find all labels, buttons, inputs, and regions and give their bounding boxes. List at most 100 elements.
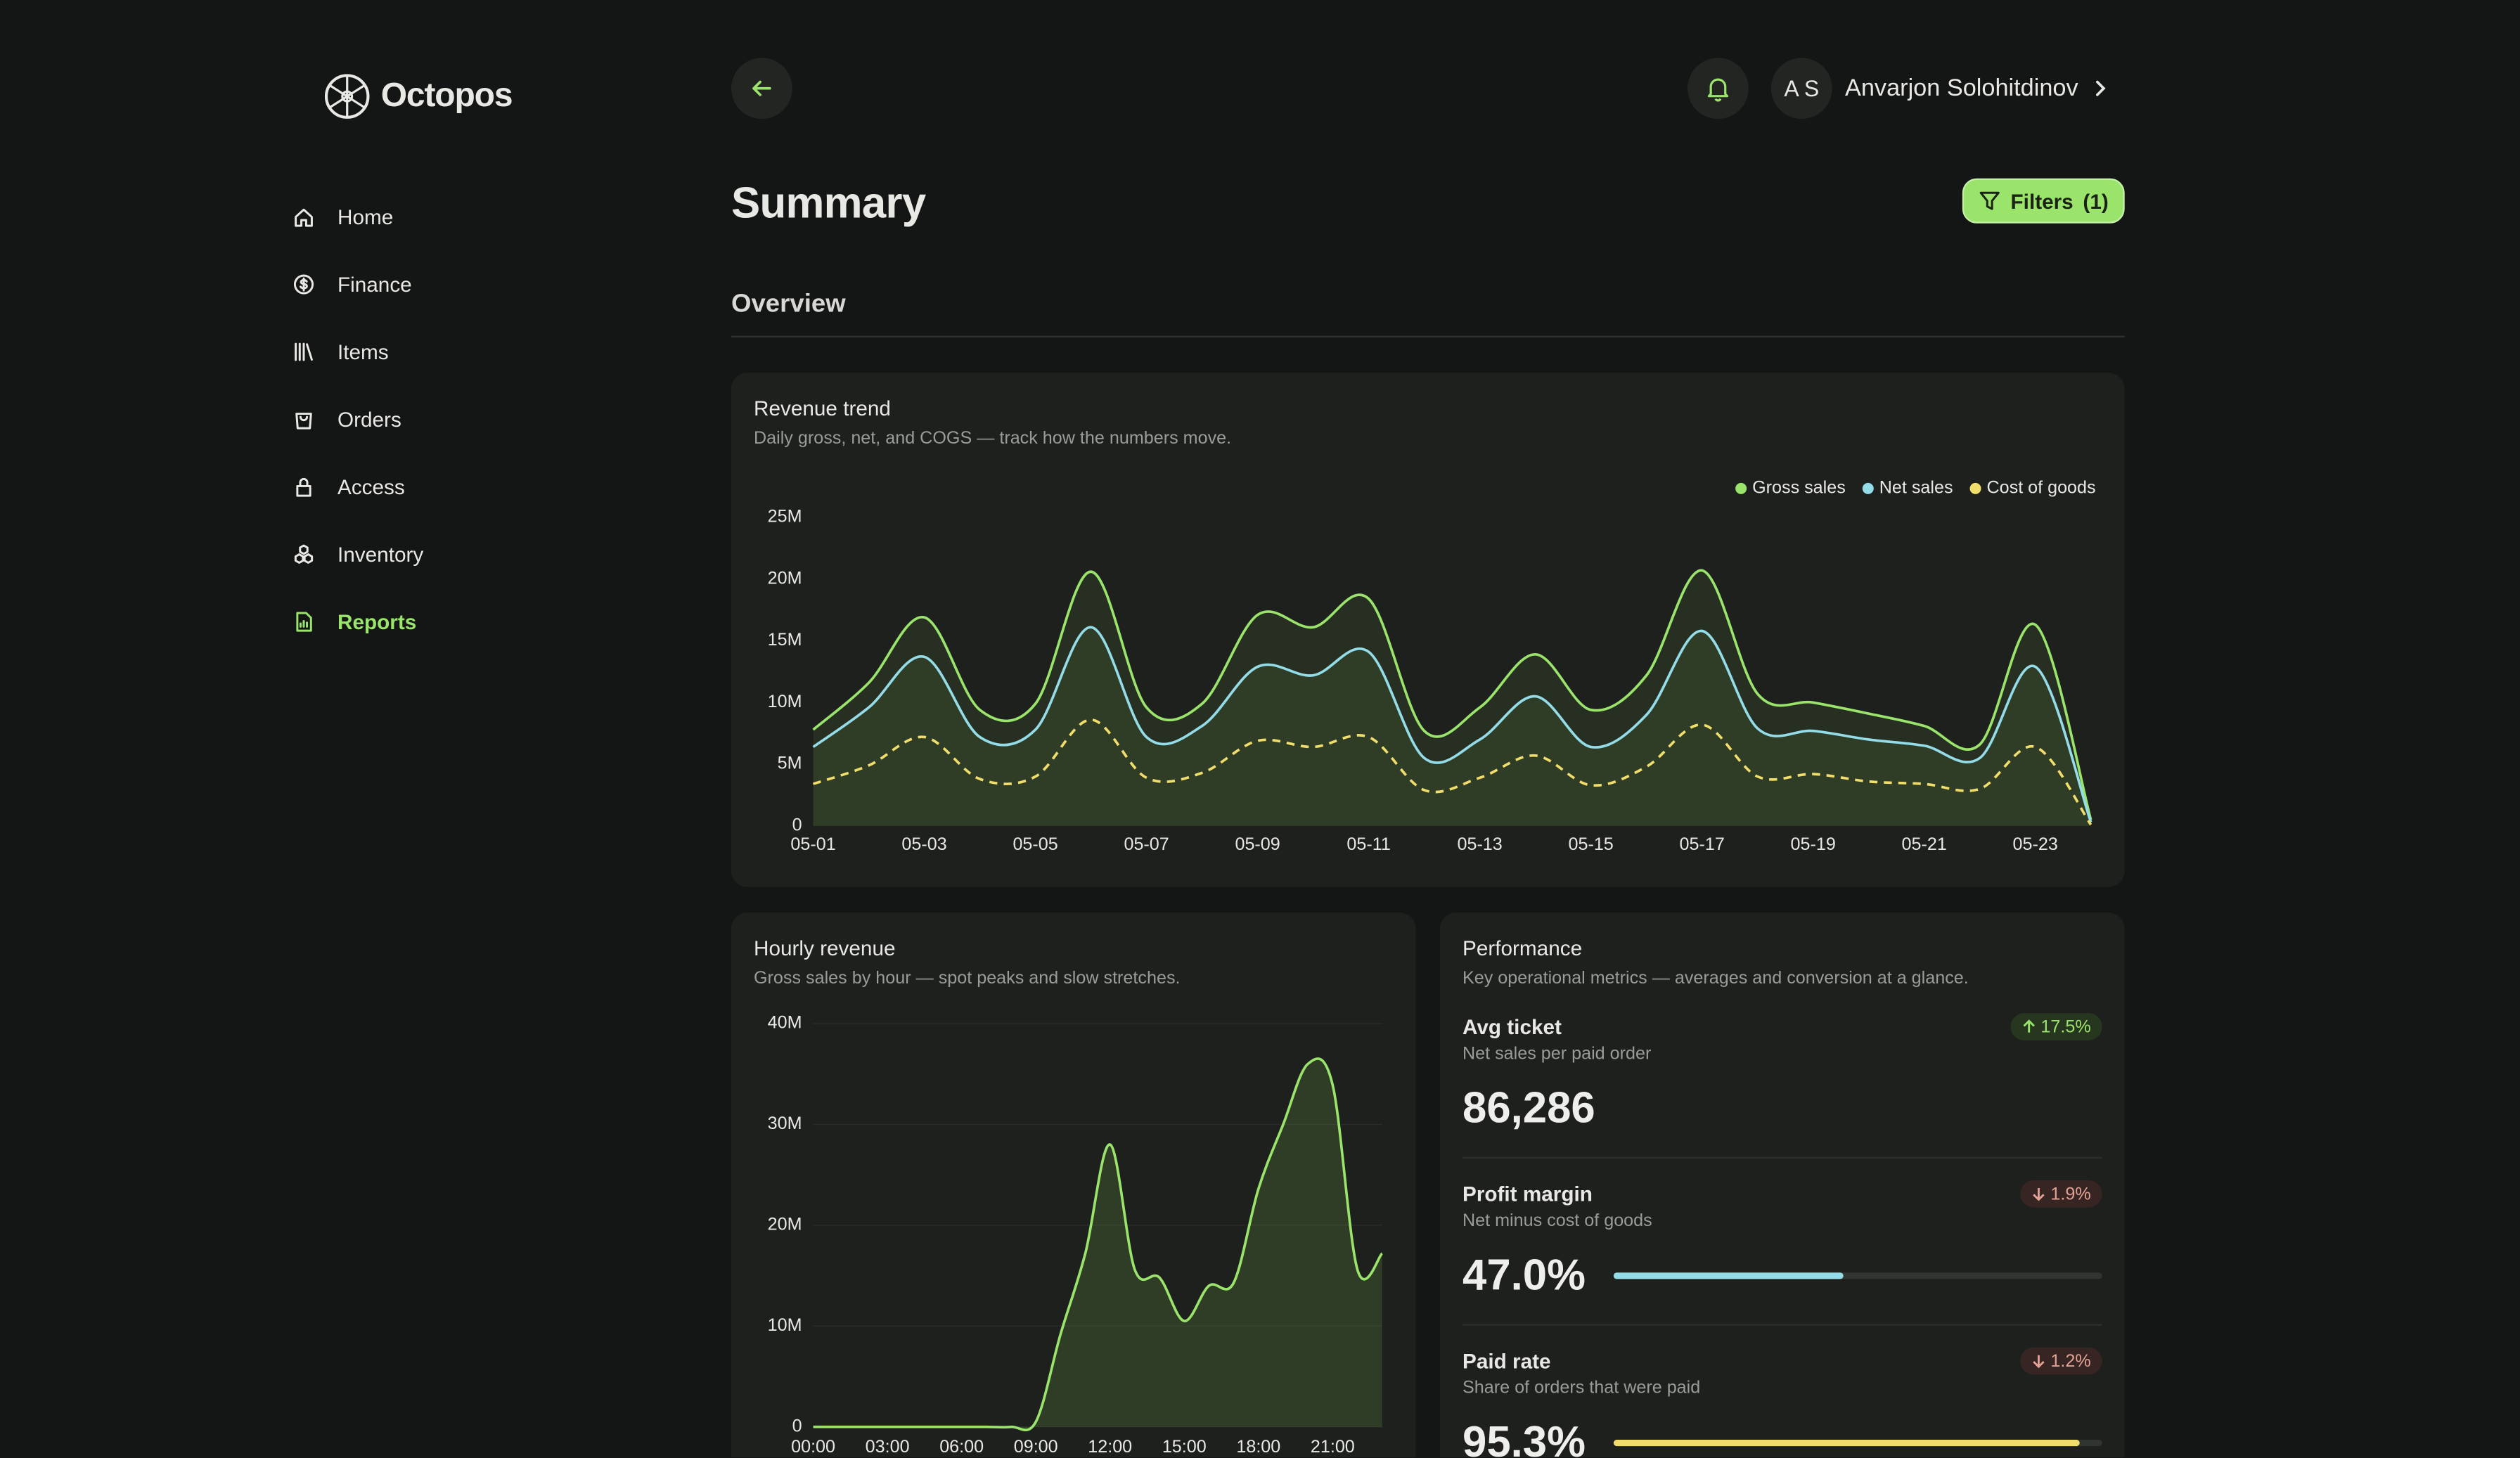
card-title: Hourly revenue xyxy=(753,936,896,960)
performance-card xyxy=(1439,912,2125,1458)
x-tick-label: 09:00 xyxy=(1014,1437,1058,1457)
icon-shape xyxy=(293,274,314,295)
nav-item[interactable]: Finance xyxy=(337,272,412,297)
area xyxy=(813,1058,1382,1431)
nav-item[interactable]: Reports xyxy=(337,609,417,634)
legend-swatch xyxy=(1862,482,1874,494)
change-badge: 1.2% xyxy=(2019,1347,2102,1375)
change-label: 1.9% xyxy=(2050,1184,2091,1204)
nav-icon[interactable] xyxy=(291,339,317,365)
filters-label: Filters xyxy=(2010,188,2074,213)
progress-track xyxy=(1613,1439,2102,1447)
revenue-chart: 0 5M 10M 15M 20M 25M 05-01 05-03 05-05 05-07 05-09… xyxy=(768,477,2096,854)
areas xyxy=(813,1058,1382,1431)
hourly-chart: 0 10M 20M 30M 40M 00:00 03:00 06:00 09:00 12:00 15… xyxy=(768,1013,1384,1457)
nav-icon[interactable] xyxy=(291,609,317,635)
legend: Gross sales Net sales Cost of goods xyxy=(1735,477,2096,497)
section-title: Overview xyxy=(731,290,846,318)
x-tick-label: 05-05 xyxy=(1012,834,1058,854)
line xyxy=(812,626,2092,823)
icon-shape xyxy=(295,413,312,430)
y-tick-label: 25M xyxy=(768,507,802,527)
brand-name: Octopos xyxy=(380,77,513,115)
filters-button[interactable]: Filters (1) xyxy=(1962,178,2125,224)
x-tick-label: 03:00 xyxy=(866,1437,910,1457)
nav-icon[interactable] xyxy=(291,204,317,230)
icon-shape xyxy=(295,342,313,361)
filters-count: (1) xyxy=(2083,188,2109,213)
avatar[interactable]: A S xyxy=(1770,58,1832,120)
icon-shape xyxy=(294,544,314,564)
card-subtitle: Key operational metrics — averages and c… xyxy=(1462,969,1969,988)
x-tick-label: 05-23 xyxy=(2013,834,2058,854)
metric-title: Profit margin xyxy=(1462,1182,1593,1206)
page-title: Summary xyxy=(731,179,926,228)
progress-bar xyxy=(1613,1272,1844,1279)
metric-divider xyxy=(1462,1156,2102,1159)
metric-value: 86,286 xyxy=(1462,1083,1595,1133)
user-chevron[interactable] xyxy=(2089,77,2111,100)
bell-icon xyxy=(1707,78,1729,102)
lines xyxy=(812,569,2092,826)
notifications-button[interactable] xyxy=(1687,58,1749,120)
x-tick-label: 05-11 xyxy=(1346,834,1390,854)
nav-item[interactable]: Orders xyxy=(337,407,401,432)
x-tick-label: 05-17 xyxy=(1680,834,1725,854)
area xyxy=(813,627,2091,826)
change-badge: 1.9% xyxy=(2019,1180,2102,1208)
user-name[interactable]: Anvarjon Solohitdinov xyxy=(1844,75,2078,103)
line xyxy=(812,718,2092,826)
legend-swatch xyxy=(1735,482,1747,494)
trend-arrow xyxy=(2023,1019,2035,1033)
y-tick-label: 10M xyxy=(768,692,802,711)
x-tick-label: 05-01 xyxy=(790,834,835,854)
legend-swatch xyxy=(1969,482,1981,494)
y-tick-label: 5M xyxy=(778,754,802,773)
x-tick-label: 18:00 xyxy=(1236,1437,1280,1457)
arrow-shape xyxy=(2033,1188,2045,1201)
y-tick-label: 20M xyxy=(768,1214,802,1234)
nav-icon[interactable] xyxy=(291,271,317,297)
y-tick-label: 0 xyxy=(792,815,802,834)
section-divider xyxy=(731,335,2125,337)
back-button[interactable] xyxy=(731,58,792,120)
icon-shape xyxy=(296,477,311,497)
brand-logo xyxy=(324,74,370,119)
nav-item[interactable]: Items xyxy=(337,340,389,364)
metric-title: Paid rate xyxy=(1462,1348,1551,1374)
x-tick-label: 21:00 xyxy=(1311,1437,1355,1457)
line xyxy=(812,569,2092,820)
y-tick-label: 0 xyxy=(792,1416,802,1436)
x-tick-label: 05-21 xyxy=(1902,834,1947,854)
y-tick-label: 20M xyxy=(768,568,802,588)
y-tick-label: 15M xyxy=(768,630,802,650)
areas xyxy=(813,570,2091,826)
card-subtitle: Gross sales by hour — spot peaks and slo… xyxy=(753,969,1181,988)
icon-shape xyxy=(296,612,312,632)
change-badge: 17.5% xyxy=(2010,1013,2102,1040)
progress-track xyxy=(1613,1272,2102,1279)
arrow-shape xyxy=(2023,1019,2035,1033)
x-tick-label: 12:00 xyxy=(1088,1437,1132,1457)
card-title: Revenue trend xyxy=(753,396,891,420)
metric-value: 47.0% xyxy=(1462,1251,1586,1299)
x-tick-label: 05-15 xyxy=(1569,834,1614,854)
nav-icon[interactable] xyxy=(291,406,317,432)
metric-title: Avg ticket xyxy=(1462,1014,1562,1039)
icon-shape xyxy=(295,208,313,227)
x-tick-label: 06:00 xyxy=(939,1437,984,1457)
trend-arrow xyxy=(2033,1188,2045,1201)
nav-item[interactable]: Home xyxy=(337,205,394,229)
nav-icon[interactable] xyxy=(291,474,317,500)
nav-icon[interactable] xyxy=(291,541,317,567)
y-tick-label: 30M xyxy=(768,1114,802,1133)
nav-item[interactable]: Access xyxy=(337,475,405,499)
y-tick-label: 10M xyxy=(768,1315,802,1335)
x-tick-label: 15:00 xyxy=(1162,1437,1207,1457)
legend-label: Gross sales xyxy=(1752,477,1846,497)
arrow-shape xyxy=(2033,1355,2045,1369)
x-tick-label: 05-19 xyxy=(1791,834,1836,854)
nav-item[interactable]: Inventory xyxy=(337,542,424,567)
x-tick-label: 05-13 xyxy=(1458,834,1503,854)
